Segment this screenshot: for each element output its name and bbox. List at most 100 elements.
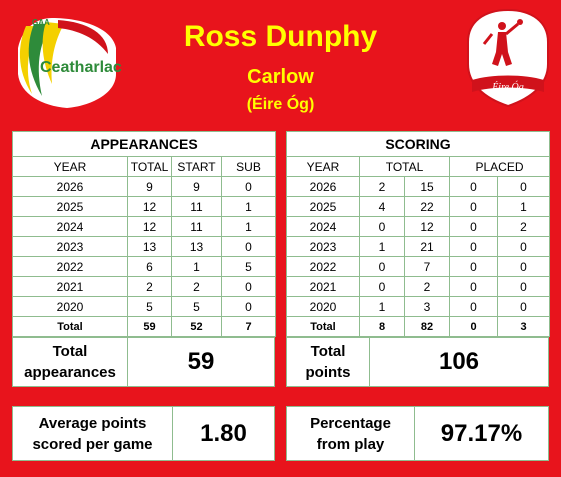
table-cell: 12 [127, 216, 172, 237]
table-cell: 2022 [286, 256, 360, 277]
average-points-label-line1: Average points [38, 414, 147, 432]
table-cell: 0 [449, 176, 498, 197]
table-cell: 2 [404, 276, 450, 297]
total-appearances-label-box: Total appearances [12, 337, 128, 387]
table-cell: 0 [449, 256, 498, 277]
total-points-value: 106 [438, 348, 480, 375]
player-name: Ross Dunphy [183, 20, 378, 53]
table-cell: 2025 [286, 196, 360, 217]
table-cell: 2022 [12, 256, 128, 277]
table-row: 2025 12 11 1 [12, 196, 277, 217]
appearances-title: APPEARANCES [11, 131, 277, 157]
table-row: 2021 2 2 0 [12, 276, 277, 297]
table-cell: 59 [127, 316, 172, 337]
table-cell: 0 [449, 316, 498, 337]
table-cell: Total [12, 316, 128, 337]
appearances-header-row: YEAR TOTAL START SUB [12, 156, 277, 177]
total-appearances-label-line2: appearances [24, 364, 116, 381]
column-header: SUB [220, 156, 277, 177]
table-cell: 5 [220, 256, 277, 277]
table-cell: 11 [171, 216, 222, 237]
table-cell: 2026 [286, 176, 360, 197]
table-cell: Total [286, 316, 360, 337]
column-header: START [171, 156, 222, 177]
eire-og-logo-text: Éire Óg [491, 81, 524, 93]
total-row: Total 8 82 0 3 [286, 316, 551, 337]
total-row: Total 59 52 7 [12, 316, 277, 337]
table-cell: 2023 [12, 236, 128, 257]
table-cell: 0 [220, 276, 277, 297]
total-points-label-box: Total points [286, 337, 370, 387]
table-cell: 13 [171, 236, 222, 257]
percentage-label-box: Percentage from play [286, 406, 415, 461]
table-cell: 2020 [286, 296, 360, 317]
table-cell: 12 [127, 196, 172, 217]
table-cell: 11 [171, 196, 222, 217]
table-row: 2022 0 7 0 0 [286, 256, 551, 277]
table-cell: 1 [496, 196, 551, 217]
table-cell: 0 [496, 176, 551, 197]
table-cell: 0 [496, 236, 551, 257]
table-row: 2020 5 5 0 [12, 296, 277, 317]
table-cell: 15 [404, 176, 450, 197]
table-cell: 1 [220, 196, 277, 217]
percentage-label-line2: from play [316, 435, 385, 453]
table-cell: 0 [220, 296, 277, 317]
table-row: 2024 12 11 1 [12, 216, 277, 237]
table-cell: 0 [449, 196, 498, 217]
table-cell: 82 [404, 316, 450, 337]
table-cell: 0 [220, 236, 277, 257]
total-points-label-line1: Total [310, 343, 346, 360]
table-cell: 2 [127, 276, 172, 297]
table-cell: 9 [127, 176, 172, 197]
table-cell: 2 [171, 276, 222, 297]
scoring-title: SCORING [285, 131, 551, 157]
gaa-logo-text: GAA [32, 18, 50, 27]
column-header: YEAR [12, 156, 128, 177]
table-cell: 0 [496, 256, 551, 277]
club-name: (Éire Óg) [246, 96, 315, 113]
table-cell: 3 [404, 296, 450, 317]
column-header: TOTAL [127, 156, 172, 177]
county-name: Carlow [247, 66, 314, 88]
total-appearances-label-line1: Total [52, 343, 88, 360]
table-cell: 0 [496, 296, 551, 317]
table-cell: 6 [127, 256, 172, 277]
percentage-value: 97.17% [440, 419, 523, 447]
table-cell: 0 [359, 276, 405, 297]
table-row: 2025 4 22 0 1 [286, 196, 551, 217]
average-points-label-line2: scored per game [32, 435, 153, 453]
table-cell: 21 [404, 236, 450, 257]
table-row: 2023 1 21 0 0 [286, 236, 551, 257]
table-cell: 13 [127, 236, 172, 257]
carlow-logo-text: Ceatharlach [40, 59, 122, 76]
column-header: PLACED [448, 156, 551, 177]
table-cell: 2020 [12, 296, 128, 317]
table-row: 2021 0 2 0 0 [286, 276, 551, 297]
scoring-table: SCORING YEAR TOTAL PLACED 2026 2 15 0 0 2025… [285, 131, 551, 337]
carlow-crest-logo: GAA Ceatharlach [18, 18, 122, 108]
table-cell: 2 [359, 176, 405, 197]
total-points-value-box: 106 [369, 337, 549, 387]
table-cell: 0 [496, 276, 551, 297]
table-cell: 9 [171, 176, 222, 197]
table-cell: 4 [359, 196, 405, 217]
table-row: 2023 13 13 0 [12, 236, 277, 257]
table-cell: 1 [171, 256, 222, 277]
table-cell: 1 [359, 296, 405, 317]
table-cell: 22 [404, 196, 450, 217]
percentage-label-line1: Percentage [310, 414, 391, 432]
table-cell: 3 [496, 316, 551, 337]
table-cell: 0 [449, 296, 498, 317]
column-header: YEAR [286, 156, 360, 177]
table-cell: 2025 [12, 196, 128, 217]
scoring-header-row: YEAR TOTAL PLACED [286, 156, 551, 177]
table-cell: 52 [171, 316, 222, 337]
average-points-label-box: Average points scored per game [12, 406, 173, 461]
table-cell: 5 [171, 296, 222, 317]
table-cell: 8 [359, 316, 405, 337]
total-appearances-value-box: 59 [127, 337, 275, 387]
table-row: 2026 2 15 0 0 [286, 176, 551, 197]
table-cell: 0 [449, 236, 498, 257]
